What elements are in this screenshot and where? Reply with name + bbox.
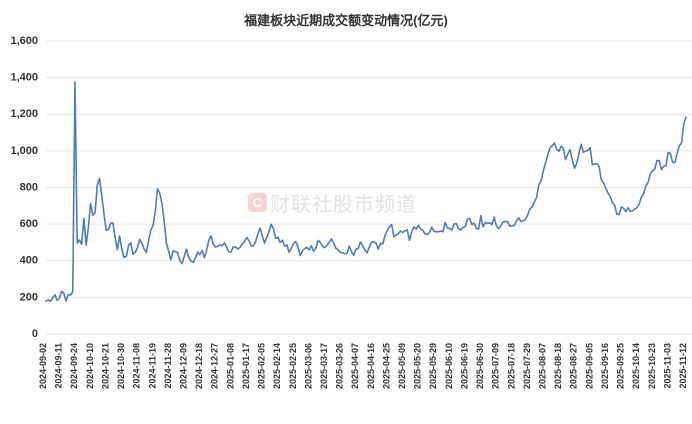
svg-text:1,200: 1,200 bbox=[10, 108, 38, 120]
svg-text:1,600: 1,600 bbox=[10, 35, 38, 47]
svg-text:2025-03-06: 2025-03-06 bbox=[303, 343, 313, 389]
svg-text:1,400: 1,400 bbox=[10, 72, 38, 84]
svg-text:200: 200 bbox=[20, 291, 38, 303]
svg-text:0: 0 bbox=[32, 328, 38, 340]
svg-text:2025-05-20: 2025-05-20 bbox=[413, 343, 423, 389]
svg-text:2024-10-30: 2024-10-30 bbox=[116, 343, 126, 389]
svg-text:400: 400 bbox=[20, 255, 38, 267]
svg-text:2025-08-18: 2025-08-18 bbox=[553, 343, 563, 389]
svg-text:2025-11-12: 2025-11-12 bbox=[678, 343, 688, 389]
svg-text:1,000: 1,000 bbox=[10, 145, 38, 157]
svg-text:2024-09-02: 2024-09-02 bbox=[38, 343, 48, 389]
svg-text:2025-01-17: 2025-01-17 bbox=[241, 343, 251, 389]
svg-text:2025-09-05: 2025-09-05 bbox=[584, 343, 594, 389]
svg-text:2025-02-25: 2025-02-25 bbox=[288, 343, 298, 389]
svg-text:2024-12-27: 2024-12-27 bbox=[210, 343, 220, 389]
svg-text:2024-11-08: 2024-11-08 bbox=[132, 343, 142, 389]
svg-text:2024-12-18: 2024-12-18 bbox=[194, 343, 204, 389]
svg-text:2024-10-10: 2024-10-10 bbox=[85, 343, 95, 389]
svg-text:2025-07-18: 2025-07-18 bbox=[506, 343, 516, 389]
svg-text:2025-06-19: 2025-06-19 bbox=[459, 343, 469, 389]
svg-text:2025-11-03: 2025-11-03 bbox=[662, 343, 672, 389]
svg-text:2025-02-14: 2025-02-14 bbox=[272, 343, 282, 389]
svg-text:600: 600 bbox=[20, 218, 38, 230]
svg-text:2025-03-17: 2025-03-17 bbox=[319, 343, 329, 389]
svg-text:2025-04-07: 2025-04-07 bbox=[350, 343, 360, 389]
svg-text:2025-03-26: 2025-03-26 bbox=[335, 343, 345, 389]
svg-text:2024-11-28: 2024-11-28 bbox=[163, 343, 173, 389]
svg-text:800: 800 bbox=[20, 181, 38, 193]
svg-text:2025-08-07: 2025-08-07 bbox=[538, 343, 548, 389]
svg-text:2025-04-16: 2025-04-16 bbox=[366, 343, 376, 389]
svg-text:2025-06-10: 2025-06-10 bbox=[444, 343, 454, 389]
svg-text:2025-05-29: 2025-05-29 bbox=[428, 343, 438, 389]
svg-text:2025-04-25: 2025-04-25 bbox=[381, 343, 391, 389]
svg-text:2025-10-14: 2025-10-14 bbox=[631, 343, 641, 389]
svg-text:2025-05-09: 2025-05-09 bbox=[397, 343, 407, 389]
svg-text:2025-07-09: 2025-07-09 bbox=[491, 343, 501, 389]
svg-text:2025-07-29: 2025-07-29 bbox=[522, 343, 532, 389]
svg-text:2025-10-23: 2025-10-23 bbox=[647, 343, 657, 389]
svg-text:2025-02-05: 2025-02-05 bbox=[257, 343, 267, 389]
svg-text:2025-09-25: 2025-09-25 bbox=[616, 343, 626, 389]
svg-text:2024-12-09: 2024-12-09 bbox=[178, 343, 188, 389]
svg-text:2025-08-27: 2025-08-27 bbox=[569, 343, 579, 389]
svg-text:2025-06-30: 2025-06-30 bbox=[475, 343, 485, 389]
svg-text:2024-09-24: 2024-09-24 bbox=[69, 343, 79, 389]
svg-text:2024-09-11: 2024-09-11 bbox=[54, 343, 64, 389]
svg-text:2025-09-16: 2025-09-16 bbox=[600, 343, 610, 389]
svg-text:2024-10-21: 2024-10-21 bbox=[100, 343, 110, 389]
svg-text:2024-11-19: 2024-11-19 bbox=[147, 343, 157, 389]
svg-text:2025-01-08: 2025-01-08 bbox=[225, 343, 235, 389]
